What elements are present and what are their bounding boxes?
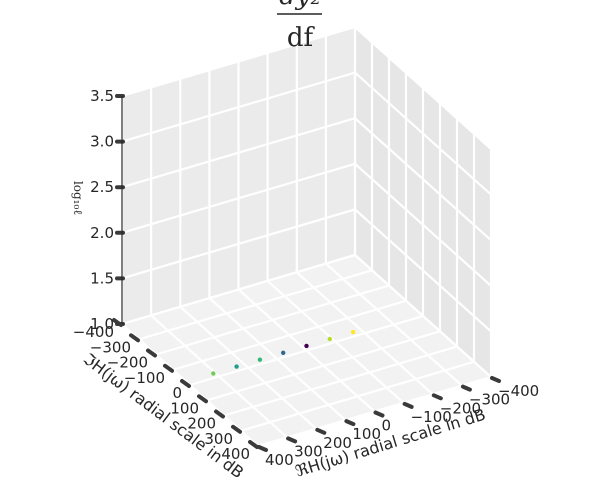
y-tick xyxy=(231,424,242,434)
x-tick xyxy=(490,376,501,383)
data-point xyxy=(304,343,309,349)
y-tick-label: −200 xyxy=(107,354,148,372)
x-tick-label: 100 xyxy=(352,425,381,443)
y-tick xyxy=(163,363,174,373)
data-point xyxy=(281,350,286,355)
x-tick xyxy=(286,436,298,444)
x-tick-label: 300 xyxy=(294,442,323,460)
data-point xyxy=(350,329,356,335)
x-tick-label: −300 xyxy=(469,391,510,409)
z-tick-label: 1.0 xyxy=(90,315,114,333)
y-tick-label: −300 xyxy=(90,338,131,356)
z-tick-label: 2.0 xyxy=(90,224,114,242)
x-tick xyxy=(402,401,414,409)
y-tick xyxy=(146,348,157,358)
y-tick-label: 0 xyxy=(172,384,182,402)
z-tick-label: 3.0 xyxy=(90,133,114,151)
x-tick xyxy=(344,419,356,427)
y-tick-label: 400 xyxy=(221,445,250,463)
data-point xyxy=(257,357,263,362)
x-tick xyxy=(373,410,385,418)
y-tick xyxy=(180,379,191,388)
data-point xyxy=(211,371,216,376)
x-tick-label: 400 xyxy=(265,451,294,469)
x-tick-label: 200 xyxy=(323,434,352,452)
x-tick-label: −400 xyxy=(498,382,539,400)
gridline-z xyxy=(121,162,492,287)
x-tick xyxy=(431,393,443,401)
gridline-z xyxy=(121,116,492,242)
grid-lines xyxy=(120,25,493,448)
data-points xyxy=(211,329,356,376)
tick-labels: 400 300 200 100 0 −100−200−300−400−400−300−20… xyxy=(73,87,539,469)
x-tick-label: −200 xyxy=(440,399,481,417)
x-tick xyxy=(315,427,327,435)
title-numerator: dy₂ xyxy=(279,0,321,11)
y-tick xyxy=(214,409,225,419)
x-tick-label: 0 xyxy=(382,417,392,435)
chart-title: dy₂ df xyxy=(277,0,322,53)
x-tick-label: −100 xyxy=(411,408,452,426)
z-tick-label: 2.5 xyxy=(90,178,114,196)
data-point xyxy=(234,364,239,369)
y-tick xyxy=(197,394,208,404)
z-axis-label: log₁₀ℓ xyxy=(71,181,85,215)
y-tick-label: 300 xyxy=(204,430,233,448)
y-tick-label: 100 xyxy=(170,399,199,417)
y-tick-label: 200 xyxy=(187,415,216,433)
y-tick-label: −100 xyxy=(124,369,165,387)
z-tick-label: 1.5 xyxy=(90,269,114,287)
gridline-z xyxy=(121,25,492,150)
y-tick-label: −400 xyxy=(73,323,114,341)
title-denominator: df xyxy=(287,23,316,53)
data-point xyxy=(327,336,332,342)
y-tick xyxy=(248,440,259,449)
gridline-z xyxy=(121,253,492,378)
y-tick xyxy=(129,333,140,343)
gridline-z xyxy=(121,71,492,196)
x-tick xyxy=(257,445,268,452)
z-tick-label: 3.5 xyxy=(90,87,114,105)
x-tick xyxy=(460,384,472,392)
gridline-z xyxy=(121,208,492,333)
tick-marks xyxy=(112,94,501,452)
